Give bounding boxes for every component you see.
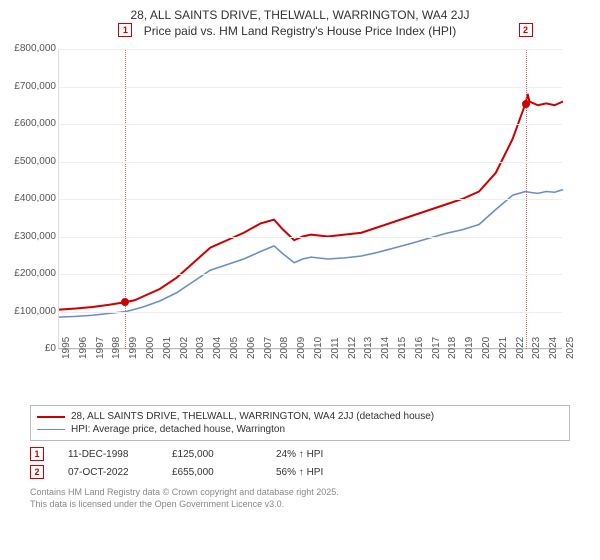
x-axis-label: 2008 <box>279 337 290 359</box>
chart-container: 28, ALL SAINTS DRIVE, THELWALL, WARRINGT… <box>0 0 600 560</box>
x-axis-label: 2006 <box>246 337 257 359</box>
y-gridline <box>58 274 562 275</box>
title-address: 28, ALL SAINTS DRIVE, THELWALL, WARRINGT… <box>10 8 590 24</box>
y-axis-label: £300,000 <box>10 231 56 242</box>
sales-marker-1: 1 <box>30 447 44 461</box>
footer-line2: This data is licensed under the Open Gov… <box>30 499 570 511</box>
x-axis-label: 2022 <box>515 337 526 359</box>
x-axis-label: 2015 <box>397 337 408 359</box>
y-gridline <box>58 237 562 238</box>
x-axis-label: 2019 <box>464 337 475 359</box>
y-axis-label: £700,000 <box>10 81 56 92</box>
x-axis-label: 2018 <box>447 337 458 359</box>
x-axis-label: 1998 <box>111 337 122 359</box>
sale-marker-box-2: 2 <box>519 23 533 37</box>
x-axis-label: 1999 <box>128 337 139 359</box>
x-axis-label: 2014 <box>380 337 391 359</box>
x-axis-label: 1995 <box>61 337 72 359</box>
x-axis-label: 2012 <box>347 337 358 359</box>
chart-area: 12 £0£100,000£200,000£300,000£400,000£50… <box>10 41 570 401</box>
x-axis-label: 2025 <box>565 337 576 359</box>
sales-table: 1 11-DEC-1998 £125,000 24% ↑ HPI 2 07-OC… <box>30 445 570 481</box>
legend-row-property: 28, ALL SAINTS DRIVE, THELWALL, WARRINGT… <box>37 410 563 423</box>
y-gridline <box>58 87 562 88</box>
x-axis-label: 2002 <box>179 337 190 359</box>
y-gridline <box>58 124 562 125</box>
sales-date-1: 11-DEC-1998 <box>68 449 148 460</box>
x-axis-label: 2000 <box>145 337 156 359</box>
legend-label-property: 28, ALL SAINTS DRIVE, THELWALL, WARRINGT… <box>71 411 434 422</box>
x-axis-label: 1996 <box>78 337 89 359</box>
legend-swatch-hpi <box>37 429 65 430</box>
title-block: 28, ALL SAINTS DRIVE, THELWALL, WARRINGT… <box>0 0 600 41</box>
y-gridline <box>58 312 562 313</box>
x-axis-label: 2004 <box>212 337 223 359</box>
sales-row-1: 1 11-DEC-1998 £125,000 24% ↑ HPI <box>30 445 570 463</box>
series-property_line <box>59 94 563 310</box>
y-axis-label: £800,000 <box>10 43 56 54</box>
x-axis-label: 2011 <box>330 338 341 360</box>
x-axis-label: 2005 <box>229 337 240 359</box>
sale-marker-box-1: 1 <box>118 23 132 37</box>
y-gridline <box>58 162 562 163</box>
legend-row-hpi: HPI: Average price, detached house, Warr… <box>37 423 563 436</box>
x-axis-label: 2023 <box>531 337 542 359</box>
x-axis-label: 1997 <box>95 337 106 359</box>
legend: 28, ALL SAINTS DRIVE, THELWALL, WARRINGT… <box>30 405 570 441</box>
x-axis-label: 2013 <box>363 337 374 359</box>
y-axis-label: £100,000 <box>10 306 56 317</box>
sale-point-1 <box>121 298 129 306</box>
x-axis-label: 2009 <box>296 337 307 359</box>
x-axis-label: 2010 <box>313 337 324 359</box>
sale-point-2 <box>522 100 530 108</box>
x-axis-label: 2016 <box>414 337 425 359</box>
x-axis-label: 2024 <box>548 337 559 359</box>
footer-line1: Contains HM Land Registry data © Crown c… <box>30 487 570 499</box>
legend-label-hpi: HPI: Average price, detached house, Warr… <box>71 424 285 435</box>
x-axis-label: 2017 <box>431 337 442 359</box>
y-gridline <box>58 49 562 50</box>
sales-row-2: 2 07-OCT-2022 £655,000 56% ↑ HPI <box>30 463 570 481</box>
legend-swatch-property <box>37 416 65 418</box>
y-axis-label: £200,000 <box>10 268 56 279</box>
footer: Contains HM Land Registry data © Crown c… <box>30 487 570 510</box>
x-axis-label: 2007 <box>263 337 274 359</box>
sales-delta-2: 56% ↑ HPI <box>276 467 356 478</box>
title-subtitle: Price paid vs. HM Land Registry's House … <box>10 24 590 40</box>
sales-delta-1: 24% ↑ HPI <box>276 449 356 460</box>
sales-price-2: £655,000 <box>172 467 252 478</box>
sales-marker-2: 2 <box>30 465 44 479</box>
x-axis-label: 2021 <box>498 337 509 359</box>
sales-date-2: 07-OCT-2022 <box>68 467 148 478</box>
sales-price-1: £125,000 <box>172 449 252 460</box>
series-hpi_line <box>59 190 563 318</box>
y-axis-label: £500,000 <box>10 156 56 167</box>
x-axis-label: 2001 <box>162 337 173 359</box>
x-axis-label: 2003 <box>195 337 206 359</box>
y-axis-label: £0 <box>10 343 56 354</box>
y-gridline <box>58 199 562 200</box>
y-axis-label: £600,000 <box>10 118 56 129</box>
x-axis-label: 2020 <box>481 337 492 359</box>
y-axis-label: £400,000 <box>10 193 56 204</box>
